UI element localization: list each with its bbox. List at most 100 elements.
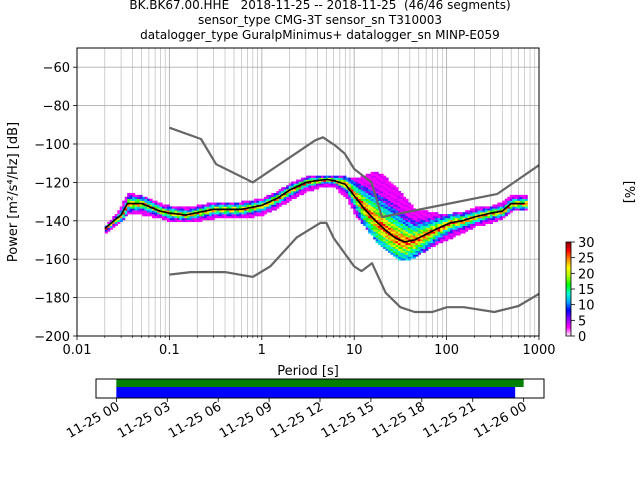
density-cell	[465, 219, 469, 223]
density-cell	[355, 185, 359, 188]
density-cell	[355, 200, 359, 203]
density-cell	[380, 231, 384, 234]
density-cell	[494, 208, 498, 211]
plot-background	[77, 48, 539, 336]
density-cell	[243, 202, 248, 205]
density-cell	[410, 225, 414, 228]
density-cell	[124, 214, 128, 217]
density-cell	[308, 183, 312, 186]
density-cell	[363, 177, 367, 180]
density-cell	[393, 185, 397, 188]
density-cell	[400, 233, 404, 236]
density-cell	[390, 240, 394, 244]
density-cell	[402, 239, 407, 242]
density-cell	[397, 196, 402, 200]
density-cell	[142, 200, 146, 203]
density-cell	[303, 187, 307, 190]
density-cell	[440, 227, 444, 230]
density-cell	[422, 221, 426, 224]
density-cell	[132, 210, 136, 213]
density-cell	[281, 200, 285, 203]
density-cell	[186, 219, 190, 223]
density-cell	[397, 256, 402, 259]
density-cell	[365, 173, 369, 176]
density-cell	[176, 210, 180, 213]
density-cell	[194, 210, 198, 213]
density-cell	[340, 175, 344, 178]
density-cell	[375, 227, 379, 230]
density-cell	[296, 179, 300, 182]
density-cell	[522, 196, 526, 200]
density-cell	[194, 206, 198, 209]
density-cell	[161, 214, 166, 217]
density-cell	[460, 221, 464, 224]
colorbar-tick-label: 5	[578, 314, 586, 329]
density-cell	[132, 196, 136, 200]
density-cell	[524, 206, 528, 209]
density-cell	[112, 225, 116, 228]
density-cell	[251, 208, 255, 211]
density-cell	[425, 227, 429, 230]
density-cell	[318, 177, 322, 180]
density-cell	[393, 229, 397, 232]
density-cell	[107, 221, 111, 224]
density-cell	[266, 204, 270, 207]
density-cell	[142, 198, 146, 201]
density-cell	[410, 250, 414, 253]
density-cell	[365, 191, 369, 194]
density-cell	[400, 214, 404, 217]
density-cell	[353, 191, 357, 194]
density-cell	[375, 229, 379, 232]
density-cell	[363, 219, 367, 223]
density-cell	[462, 221, 466, 224]
density-cell	[417, 223, 421, 226]
density-cell	[378, 191, 382, 194]
density-cell	[420, 214, 424, 217]
density-cell	[417, 219, 421, 223]
density-cell	[462, 225, 466, 228]
density-cell	[504, 214, 508, 217]
density-cell	[320, 177, 325, 180]
density-cell	[425, 244, 429, 248]
density-cell	[395, 210, 399, 213]
density-cell	[427, 229, 431, 232]
density-cell	[283, 192, 287, 196]
density-cell	[152, 212, 156, 215]
density-cell	[375, 206, 379, 209]
density-cell	[378, 181, 382, 184]
density-cell	[507, 202, 511, 205]
density-cell	[455, 217, 459, 221]
density-cell	[455, 223, 459, 226]
density-cell	[422, 210, 426, 213]
density-cell	[388, 189, 392, 192]
density-cell	[395, 198, 399, 201]
density-cell	[156, 212, 161, 215]
density-cell	[427, 244, 431, 248]
density-cell	[437, 229, 441, 232]
density-cell	[415, 231, 419, 234]
density-cell	[517, 204, 521, 207]
density-cell	[375, 177, 379, 180]
density-cell	[514, 204, 518, 207]
density-cell	[253, 210, 257, 213]
density-cell	[393, 223, 397, 226]
density-cell	[301, 185, 305, 188]
density-cell	[499, 206, 503, 209]
density-cell	[467, 210, 471, 213]
density-cell	[161, 206, 166, 209]
density-cell	[229, 210, 233, 213]
density-cell	[442, 217, 446, 221]
density-cell	[323, 175, 327, 178]
density-cell	[509, 198, 513, 201]
density-cell	[293, 185, 297, 188]
density-cell	[325, 177, 330, 180]
density-cell	[224, 206, 228, 209]
density-cell	[393, 191, 397, 194]
density-cell	[373, 200, 377, 203]
density-cell	[385, 187, 389, 190]
density-cell	[465, 214, 469, 217]
density-cell	[397, 191, 402, 194]
density-cell	[383, 244, 387, 248]
density-cell	[400, 229, 404, 232]
